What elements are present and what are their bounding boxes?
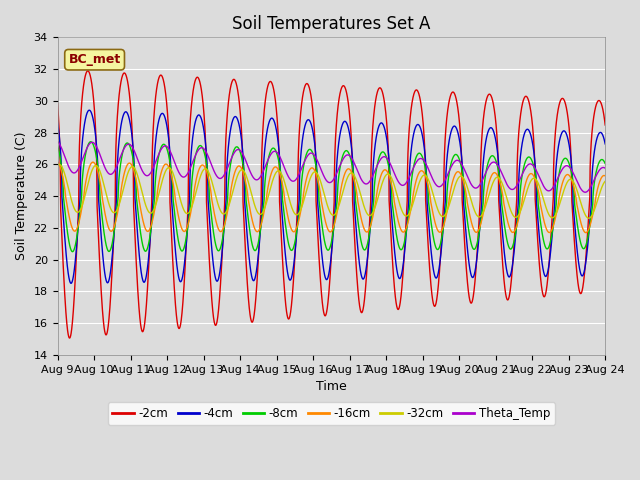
-8cm [550,222,557,228]
-2cm [602,122,609,128]
-8cm [87,139,95,144]
-32cm [54,163,61,168]
-4cm [54,120,61,125]
Theta_Temp [394,179,402,184]
-2cm [66,335,74,341]
-4cm [85,108,93,113]
-8cm [68,249,76,254]
Theta_Temp [601,165,609,171]
-2cm [385,175,393,181]
-4cm [550,217,557,223]
-8cm [395,242,403,248]
-32cm [585,216,593,221]
-4cm [207,234,214,240]
-8cm [601,160,609,166]
-16cm [602,173,609,179]
Theta_Temp [207,159,214,165]
Legend: -2cm, -4cm, -8cm, -16cm, -32cm, Theta_Temp: -2cm, -4cm, -8cm, -16cm, -32cm, Theta_Te… [108,402,555,425]
-16cm [549,224,557,229]
-32cm [394,197,402,203]
-2cm [84,68,92,74]
Line: -4cm: -4cm [58,110,605,283]
Theta_Temp [581,189,589,195]
Theta_Temp [602,165,609,171]
-16cm [394,218,402,224]
-8cm [602,161,609,167]
Text: BC_met: BC_met [68,53,121,66]
-16cm [207,186,214,192]
-16cm [582,230,589,236]
-16cm [54,159,61,165]
-8cm [172,215,179,221]
-16cm [385,171,392,177]
-2cm [601,121,609,127]
Theta_Temp [171,160,179,166]
-32cm [550,215,557,220]
X-axis label: Time: Time [316,380,347,393]
-8cm [54,143,61,148]
-2cm [54,100,61,106]
-32cm [56,162,63,168]
Line: -2cm: -2cm [58,71,605,338]
-2cm [172,298,179,304]
-32cm [602,179,609,184]
Theta_Temp [385,158,392,164]
-2cm [395,306,403,312]
Line: -8cm: -8cm [58,142,605,252]
-32cm [171,177,179,182]
-4cm [395,275,403,280]
-16cm [601,173,609,179]
-32cm [385,171,393,177]
Line: Theta_Temp: Theta_Temp [58,141,605,192]
-32cm [207,174,214,180]
-2cm [207,282,214,288]
-32cm [601,179,609,184]
-2cm [550,174,557,180]
Line: -32cm: -32cm [58,165,605,218]
-4cm [385,156,393,161]
-4cm [602,141,609,147]
Title: Soil Temperatures Set A: Soil Temperatures Set A [232,15,431,33]
-8cm [385,165,393,171]
-16cm [171,192,179,198]
-4cm [67,280,75,286]
-4cm [601,140,609,146]
-8cm [207,208,214,214]
Theta_Temp [54,138,61,144]
Theta_Temp [549,184,557,190]
Line: -16cm: -16cm [58,162,605,233]
Y-axis label: Soil Temperature (C): Soil Temperature (C) [15,132,28,261]
-4cm [172,245,179,251]
